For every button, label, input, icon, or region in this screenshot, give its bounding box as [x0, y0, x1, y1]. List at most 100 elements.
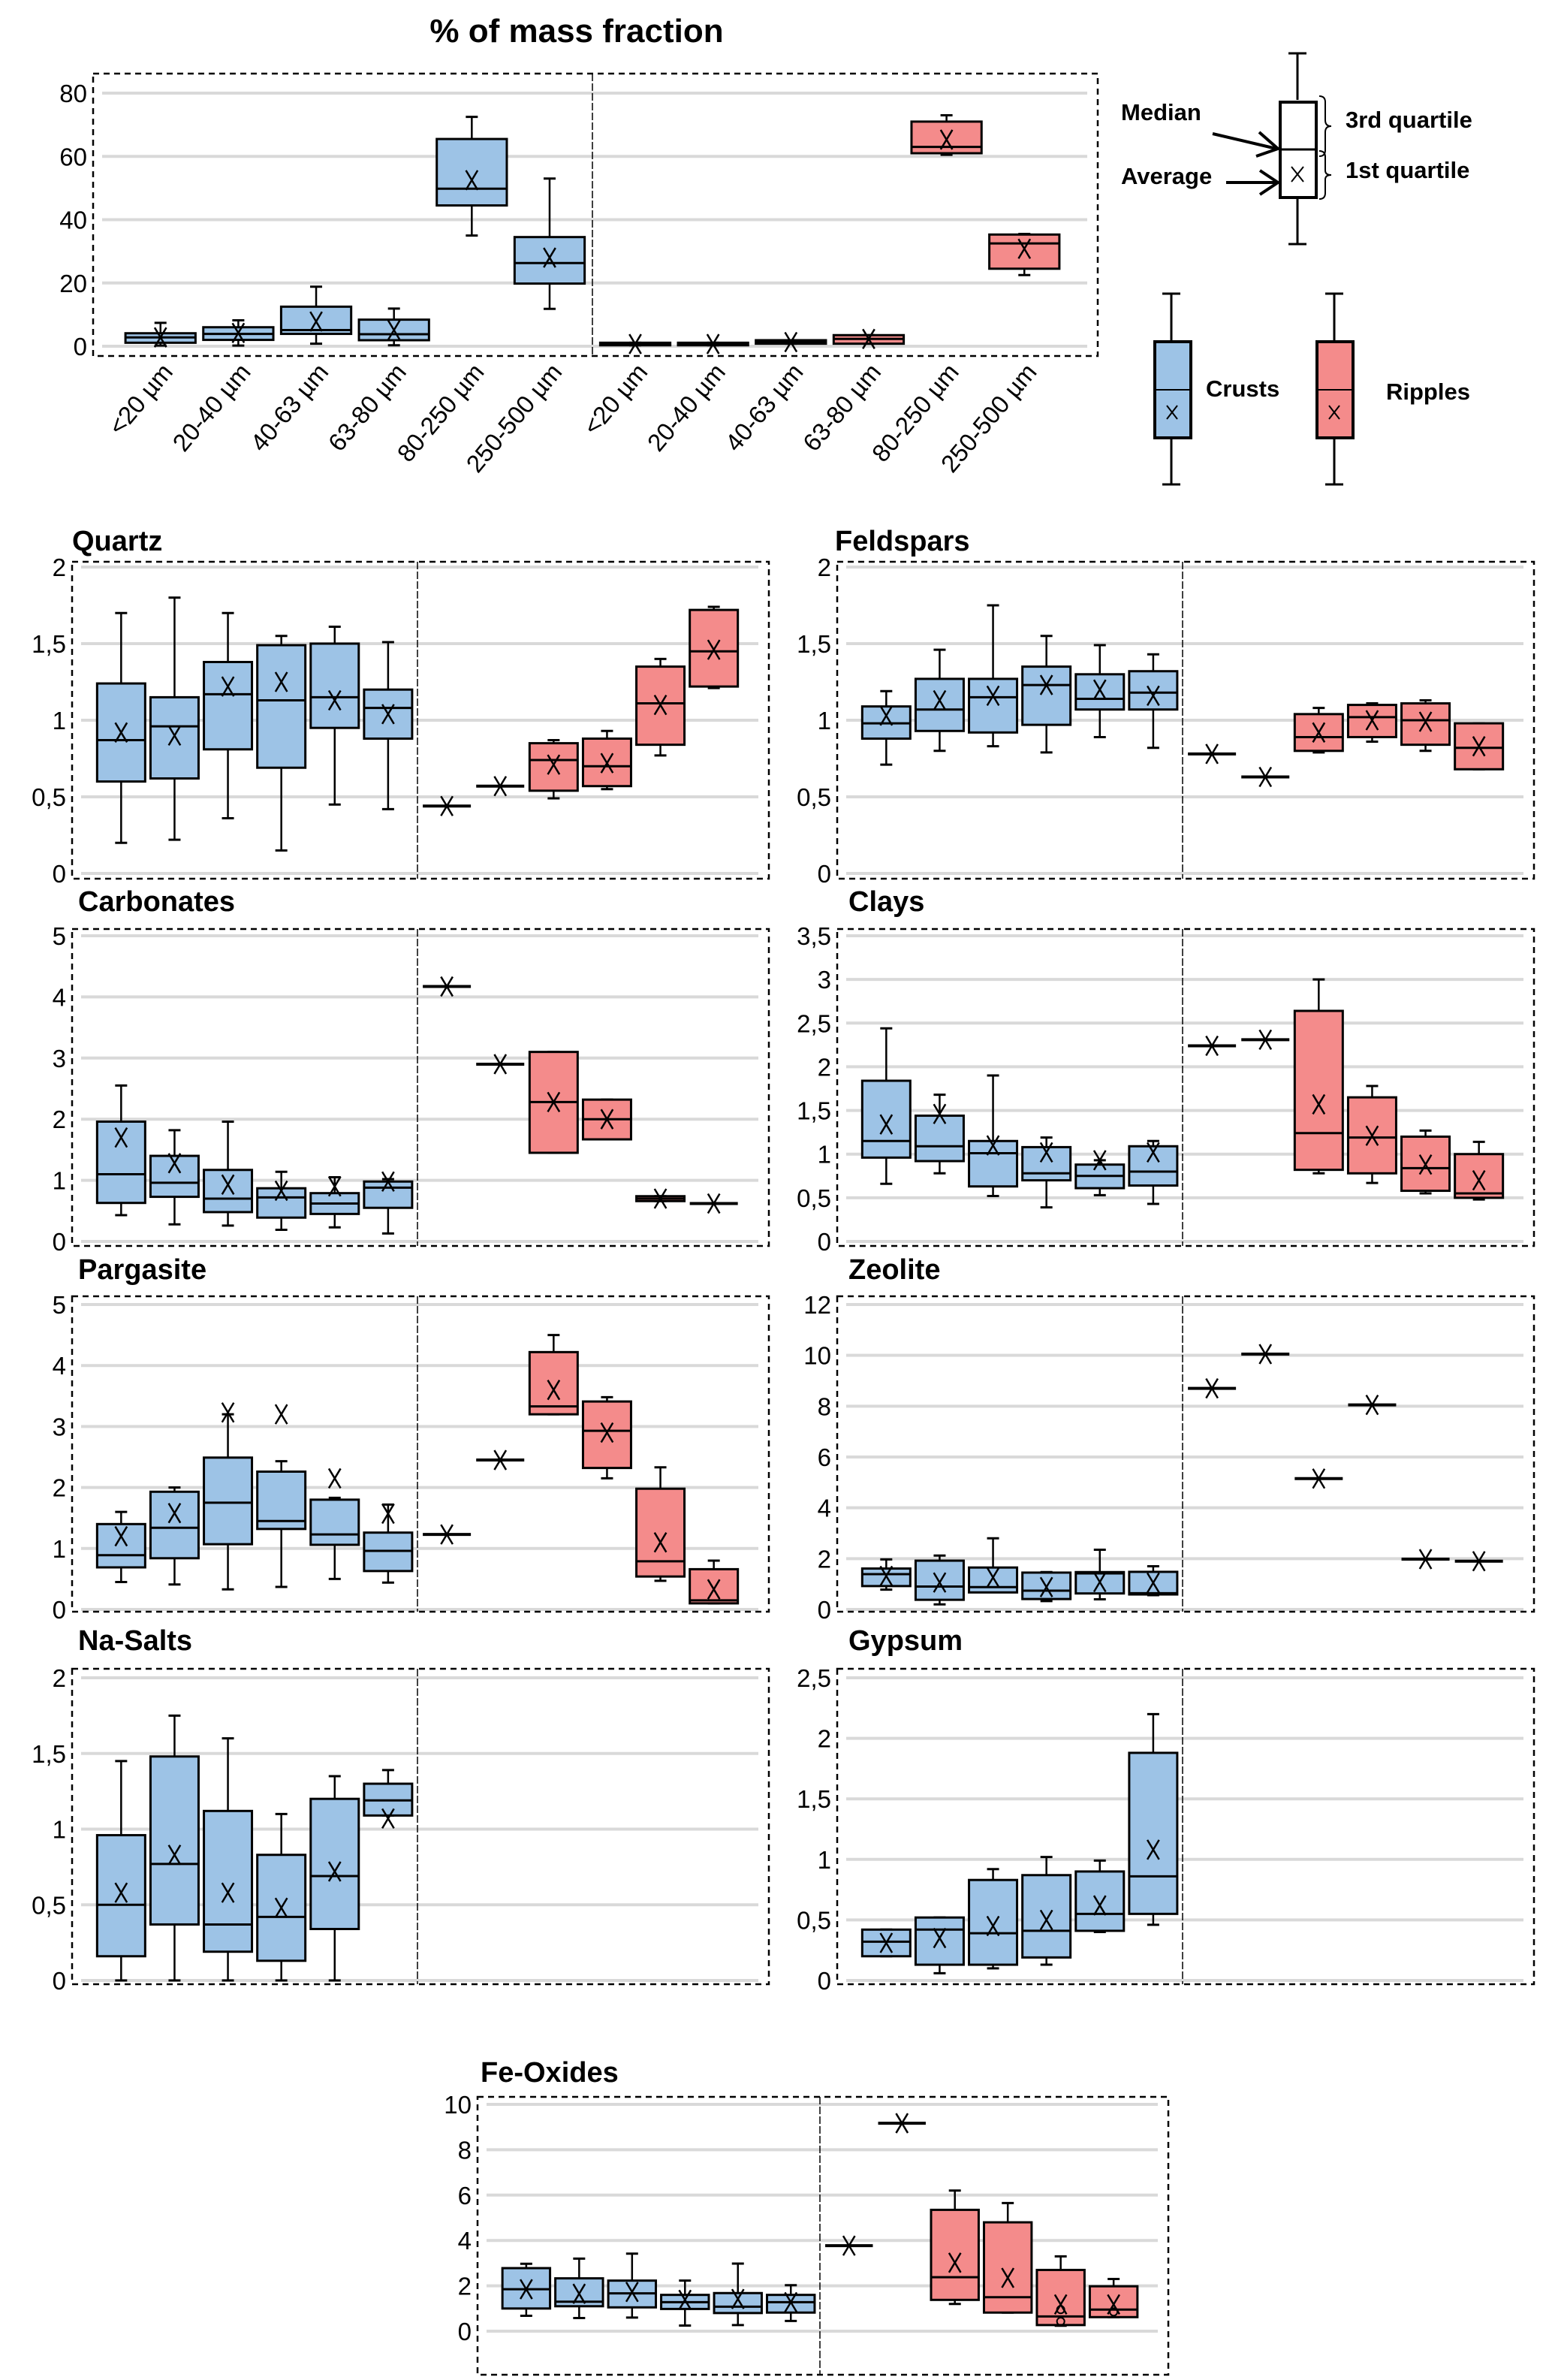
iqr-box [435, 137, 508, 207]
y-tick-label: 2 [818, 1053, 831, 1081]
iqr-box [982, 2221, 1033, 2314]
mean-marker [440, 976, 454, 997]
legend-ripples-label: Ripples [1386, 379, 1470, 405]
x-tick-label-ripples: 20-40 µm [642, 358, 731, 457]
y-tick-label: 2 [818, 1545, 831, 1573]
crusts-box-2 [202, 318, 275, 347]
y-tick-label: 2 [458, 2273, 472, 2300]
mean-marker [1147, 1142, 1160, 1163]
crusts-box-2 [149, 1129, 200, 1226]
mean-marker [600, 1109, 614, 1130]
y-tick-label: 2,5 [797, 1009, 831, 1037]
mean-marker [1418, 711, 1433, 732]
ripples-box-1 [825, 2235, 873, 2256]
iqr-box [1074, 1570, 1126, 1595]
iqr-box [988, 233, 1061, 270]
mean-marker [986, 685, 1000, 707]
y-tick-label: 1,5 [32, 630, 66, 658]
y-tick-label: 4 [53, 983, 66, 1011]
mean-marker [628, 333, 642, 354]
x-tick-label-ripples: <20 µm [577, 358, 652, 440]
legend: 3rd quartile 1st quartile Median Average [1121, 52, 1472, 486]
iqr-box [581, 1400, 632, 1470]
legend-q3-label: 3rd quartile [1346, 107, 1472, 133]
mean-marker [327, 1176, 342, 1197]
mean-marker [879, 1565, 894, 1586]
x-tick-label-crusts: 40-63 µm [245, 358, 333, 457]
iqr-box [256, 1187, 307, 1219]
y-tick-label: 1 [53, 1167, 66, 1195]
ripples-box-2 [1241, 766, 1290, 788]
ripples-box-4 [1346, 1084, 1397, 1184]
y-tick-label: 3 [53, 1413, 66, 1440]
panel-frame [71, 928, 770, 1247]
iqr-box [914, 677, 965, 732]
mean-marker [707, 1579, 721, 1600]
ripples-box-1 [423, 976, 472, 997]
y-tick-label: 1,5 [797, 1785, 831, 1813]
crusts-box-4 [256, 635, 307, 852]
ripples-box-3 [528, 1051, 579, 1154]
mean-marker [1092, 1571, 1107, 1593]
crusts-box-3 [279, 285, 353, 345]
legend-anatomy-mean-marker [1291, 166, 1304, 182]
legend-average-label: Average [1121, 163, 1212, 189]
crusts-box-1 [860, 1558, 912, 1591]
mean-marker [381, 1808, 395, 1829]
mean-marker [1205, 1035, 1219, 1057]
iqr-box [689, 1567, 740, 1605]
ripples-box-3 [755, 331, 827, 353]
iqr-box [635, 1487, 686, 1578]
y-tick-label: 0,5 [32, 783, 66, 811]
iqr-box [713, 2291, 763, 2315]
y-tick-label: 2 [818, 554, 831, 581]
y-tick-label: 10 [803, 1342, 831, 1370]
crusts-box-1 [95, 1510, 146, 1583]
mean-marker [862, 328, 875, 349]
iqr-box [513, 236, 586, 285]
ripples-box-1 [423, 795, 472, 816]
mean-marker [547, 754, 561, 775]
crusts-box-1 [860, 1027, 912, 1185]
y-tick-label: 0 [458, 2318, 472, 2345]
crusts-box-5 [1074, 1859, 1126, 1934]
iqr-box [1021, 665, 1072, 726]
mean-marker [274, 1404, 288, 1425]
legend-ripples: Ripples [1315, 292, 1470, 486]
x-tick-label-crusts: <20 µm [103, 358, 178, 440]
mean-marker [274, 1180, 288, 1202]
panel-title: Feldspars [835, 526, 970, 557]
y-tick-label: 0 [818, 860, 831, 888]
mean-marker [440, 1524, 454, 1545]
crusts-box-1 [860, 689, 912, 766]
panel-title: Clays [848, 886, 924, 918]
mean-marker [167, 1153, 182, 1174]
mean-marker [1147, 1839, 1160, 1860]
iqr-box [860, 1079, 912, 1159]
mean-marker [221, 1882, 235, 1903]
y-tick-label: 3 [53, 1045, 66, 1072]
ripples-box-2 [476, 1054, 525, 1075]
mean-marker [114, 722, 128, 743]
panel-title: Pargasite [78, 1254, 206, 1286]
mean-marker [1365, 1125, 1379, 1146]
y-tick-label: 0 [818, 1596, 831, 1624]
iqr-box [203, 1169, 254, 1214]
crusts-box-6 [1128, 653, 1179, 750]
y-tick-label: 4 [458, 2227, 472, 2255]
mean-marker [1205, 744, 1219, 765]
ripples-box-4 [581, 729, 632, 791]
mean-marker [939, 129, 954, 150]
y-tick-label: 1 [818, 707, 831, 735]
panel-feldspars: Feldspars 0 0,5 1 1,5 2 [797, 526, 1535, 888]
crusts-box-5 [309, 1468, 360, 1580]
crusts-box-3 [203, 1737, 254, 1982]
ripples-box-3 [1293, 978, 1344, 1175]
crusts-box-5 [1074, 644, 1126, 738]
crusts-box-5 [309, 1775, 360, 1982]
mean-marker [1312, 1468, 1326, 1489]
panel-quartz: Quartz 0 0,5 1 1,5 2 [32, 526, 770, 888]
panel-frame [92, 72, 1099, 357]
mean-marker [493, 1054, 508, 1075]
mean-marker [153, 327, 167, 348]
